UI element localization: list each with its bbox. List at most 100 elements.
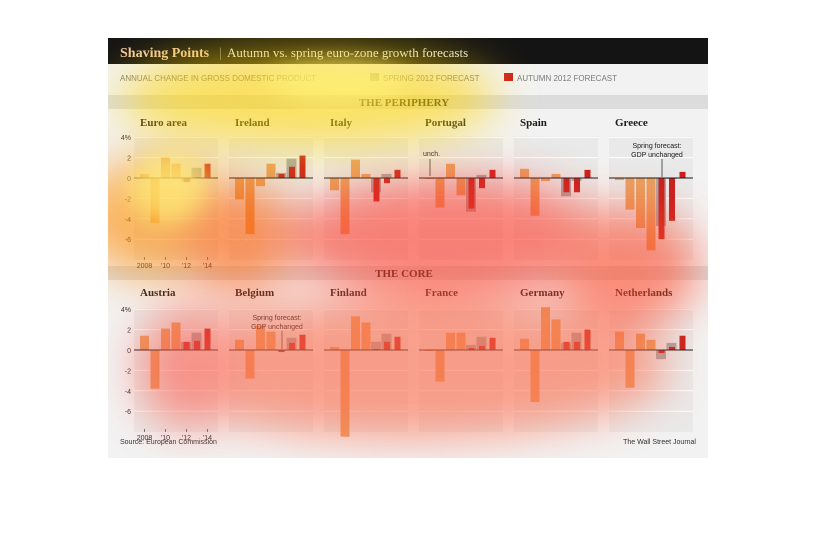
bar-autumn-2012 (183, 178, 190, 183)
bar-actual-2011 (266, 163, 276, 178)
bar-actual-2008 (615, 178, 624, 181)
bar-autumn-2013 (289, 166, 295, 178)
bar-actual-2010 (541, 307, 550, 350)
bar-autumn-2014 (679, 171, 686, 178)
bar-actual-2011 (456, 332, 466, 350)
bar-actual-2010 (351, 159, 360, 178)
panel-name: Germany (520, 287, 565, 299)
annotation-line-1: Spring forecast: (632, 143, 681, 150)
bar-autumn-2013 (384, 178, 390, 184)
y-tick-label: -2 (125, 196, 131, 203)
legend-autumn-swatch (504, 73, 513, 81)
euro-zone-growth-chart: Shaving Points | Autumn vs. spring euro-… (108, 38, 708, 458)
bar-actual-2009 (245, 178, 255, 235)
bar-actual-2010 (161, 157, 170, 178)
bar-autumn-2014 (679, 335, 686, 350)
bar-autumn-2014 (584, 329, 591, 350)
y-tick-label: -4 (125, 217, 131, 224)
bar-autumn-2014 (489, 169, 496, 178)
bar-autumn-2012 (658, 178, 665, 240)
bar-autumn-2014 (489, 337, 496, 350)
bar-autumn-2012 (563, 341, 570, 350)
bar-actual-2011 (551, 319, 561, 350)
bar-actual-2010 (256, 178, 265, 187)
bar-autumn-2014 (394, 336, 401, 350)
y-tick-label: 4% (121, 135, 131, 142)
bar-actual-2009 (150, 178, 160, 223)
bar-autumn-2014 (299, 155, 306, 178)
x-tick-label: '14 (203, 263, 212, 270)
core-heading: THE CORE (375, 268, 433, 280)
bar-autumn-2013 (574, 341, 580, 350)
bar-actual-2008 (140, 173, 149, 178)
panel-name: Euro area (140, 117, 187, 129)
bar-actual-2011 (361, 173, 371, 178)
annotation-line-1: Spring forecast: (252, 315, 301, 322)
panel-name: Italy (330, 117, 353, 129)
y-tick-label: -6 (125, 409, 131, 416)
y-tick-label: 2 (127, 156, 131, 163)
bar-autumn-2014 (204, 163, 211, 178)
x-tick-label: 2008 (137, 263, 153, 270)
bar-actual-2009 (150, 350, 160, 389)
measure-label: ANNUAL CHANGE IN GROSS DOMESTIC PRODUCT (120, 74, 316, 83)
y-tick-label: 2 (127, 328, 131, 335)
x-tick-label: '12 (182, 435, 191, 442)
bar-spring-2012 (371, 341, 381, 350)
bar-autumn-2013 (669, 178, 675, 221)
y-tick-label: -2 (125, 368, 131, 375)
bar-actual-2011 (171, 163, 181, 178)
panel-name: Portugal (425, 117, 466, 129)
bar-actual-2009 (625, 178, 635, 210)
panel-name: Spain (520, 117, 547, 129)
panel-name: Belgium (235, 287, 274, 299)
bar-actual-2010 (446, 163, 455, 178)
periphery-heading: THE PERIPHERY (359, 97, 449, 109)
x-tick-label: '14 (203, 435, 212, 442)
x-tick-label: '10 (161, 263, 170, 270)
bar-autumn-2013 (289, 342, 295, 350)
bar-actual-2010 (446, 332, 455, 350)
bar-actual-2011 (646, 339, 656, 350)
bar-actual-2008 (330, 178, 339, 191)
bar-actual-2009 (340, 178, 350, 235)
bar-actual-2011 (171, 322, 181, 350)
title-separator: | (219, 46, 222, 61)
x-tick-label: '10 (161, 435, 170, 442)
legend-autumn-label: AUTUMN 2012 FORECAST (517, 74, 617, 83)
bar-autumn-2013 (574, 178, 580, 193)
bar-actual-2011 (551, 173, 561, 178)
y-tick-label: 4% (121, 307, 131, 314)
bar-actual-2008 (520, 338, 529, 350)
bar-autumn-2013 (669, 346, 675, 350)
bar-autumn-2012 (468, 178, 475, 209)
credit-note: The Wall Street Journal (623, 439, 696, 446)
y-tick-label: -4 (125, 389, 131, 396)
bar-spring-2013 (381, 173, 392, 178)
bar-actual-2009 (245, 350, 255, 379)
x-tick-label: '12 (182, 263, 191, 270)
chart-title: Shaving Points (120, 46, 210, 61)
panel-name: Finland (330, 287, 367, 299)
bar-spring-2013 (476, 174, 487, 178)
bar-autumn-2012 (373, 178, 380, 202)
bar-actual-2011 (361, 322, 371, 350)
panel-name: Austria (140, 287, 176, 299)
bar-actual-2009 (435, 178, 445, 208)
bar-autumn-2013 (194, 340, 200, 350)
chart-subtitle-headline: Autumn vs. spring euro-zone growth forec… (227, 45, 468, 60)
bar-autumn-2013 (479, 345, 485, 350)
bar-actual-2009 (340, 350, 350, 437)
bar-autumn-2013 (384, 341, 390, 350)
bar-actual-2009 (530, 178, 540, 216)
x-tick-label: 2008 (137, 435, 153, 442)
bar-actual-2008 (235, 178, 244, 200)
bar-actual-2008 (615, 331, 624, 350)
bar-actual-2010 (636, 333, 645, 350)
annotation-line-2: GDP unchanged (631, 152, 683, 159)
panel-name: Netherlands (615, 287, 673, 299)
legend-spring-label: SPRING 2012 FORECAST (383, 74, 480, 83)
bar-actual-2011 (266, 331, 276, 350)
bar-actual-2008 (520, 168, 529, 178)
bar-autumn-2014 (394, 169, 401, 178)
